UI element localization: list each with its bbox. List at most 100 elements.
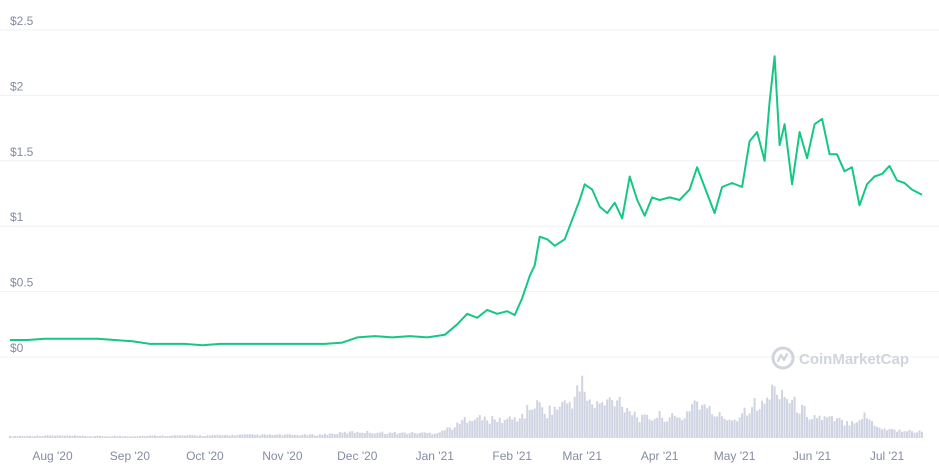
- volume-bar: [651, 420, 654, 438]
- volume-bar: [761, 400, 764, 438]
- volume-bar: [846, 421, 849, 438]
- volume-bar: [873, 425, 876, 438]
- volume-bar: [896, 431, 899, 438]
- volume-bar: [136, 436, 139, 438]
- volume-bar: [541, 407, 544, 438]
- volume-bar: [338, 431, 341, 438]
- volume-bar: [223, 434, 226, 438]
- volume-bar: [626, 408, 629, 438]
- volume-bar: [328, 433, 331, 438]
- volume-bar: [381, 431, 384, 438]
- volume-bar: [758, 409, 761, 438]
- volume-bar: [398, 433, 401, 438]
- volume-bar: [706, 408, 709, 438]
- volume-bar: [871, 421, 874, 438]
- volume-bar: [913, 432, 916, 438]
- volume-bar: [583, 391, 586, 438]
- volume-bar: [893, 429, 896, 438]
- volume-bar: [301, 434, 304, 438]
- volume-bar: [621, 406, 624, 438]
- x-tick-label: Sep '20: [110, 449, 151, 463]
- volume-bar: [58, 435, 61, 438]
- price-series: [10, 55, 923, 347]
- volume-bar: [121, 436, 124, 438]
- volume-bar: [456, 422, 459, 438]
- y-tick-label: $0.5: [10, 276, 34, 290]
- volume-bar: [241, 434, 244, 438]
- volume-bar: [716, 416, 719, 438]
- volume-bar: [326, 434, 329, 438]
- volume-bar: [548, 405, 551, 438]
- volume-bar: [286, 434, 289, 438]
- volume-bar: [528, 409, 531, 438]
- volume-bar: [256, 434, 259, 438]
- volume-bar: [386, 433, 389, 438]
- x-tick-label: Feb '21: [492, 449, 532, 463]
- volume-bar: [643, 414, 646, 438]
- x-tick-label: Nov '20: [262, 449, 303, 463]
- volume-bar: [211, 434, 214, 438]
- volume-bar: [578, 391, 581, 438]
- x-tick-label: May '21: [714, 449, 756, 463]
- volume-bar: [613, 406, 616, 438]
- volume-bar: [668, 417, 671, 438]
- volume-bar: [736, 421, 739, 438]
- volume-bar: [843, 425, 846, 438]
- volume-bar: [78, 435, 81, 438]
- volume-bar: [16, 436, 19, 438]
- volume-bar: [461, 420, 464, 438]
- volume-bar: [756, 410, 759, 438]
- volume-bar: [218, 435, 221, 438]
- volume-bar: [188, 434, 191, 438]
- volume-bar: [486, 420, 489, 438]
- volume-bar: [228, 435, 231, 438]
- volume-bar: [633, 411, 636, 438]
- x-tick-label: Jun '21: [793, 449, 832, 463]
- volume-bar: [821, 420, 824, 438]
- volume-bar: [436, 433, 439, 438]
- volume-bar: [656, 417, 659, 438]
- volume-bar: [221, 435, 224, 438]
- grid-lines: [0, 29, 939, 358]
- volume-bar: [698, 409, 701, 438]
- volume-bar: [406, 434, 409, 438]
- volume-bar: [728, 419, 731, 438]
- volume-bar: [828, 416, 831, 438]
- volume-bar: [618, 396, 621, 438]
- volume-bar: [36, 435, 39, 438]
- volume-bar: [568, 401, 571, 438]
- volume-bar: [323, 433, 326, 438]
- volume-bar: [258, 435, 261, 438]
- volume-bar: [471, 421, 474, 438]
- volume-bar: [291, 434, 294, 438]
- volume-bar: [888, 428, 891, 438]
- volume-bar: [26, 435, 29, 438]
- volume-bar: [373, 433, 376, 438]
- volume-bar: [236, 434, 239, 438]
- x-axis-ticks: Aug '20 Sep '20 Oct '20 Nov '20 Dec '20 Jan '…: [32, 449, 904, 463]
- volume-bar: [216, 434, 219, 438]
- volume-bar: [498, 417, 501, 438]
- volume-bar: [353, 432, 356, 438]
- volume-bar: [506, 418, 509, 438]
- volume-bar: [303, 434, 306, 438]
- volume-bar: [113, 435, 116, 438]
- volume-bar: [446, 427, 449, 438]
- volume-bar: [243, 434, 246, 438]
- volume-bar: [806, 416, 809, 438]
- volume-bar: [206, 435, 209, 438]
- volume-bar: [88, 436, 91, 438]
- volume-bar: [408, 433, 411, 438]
- volume-bar: [263, 434, 266, 438]
- volume-bar: [468, 420, 471, 438]
- volume-bar: [363, 433, 366, 438]
- volume-bar: [433, 433, 436, 438]
- volume-bar: [438, 432, 441, 438]
- volume-bar: [81, 435, 84, 438]
- volume-bar: [76, 435, 79, 438]
- volume-bar: [378, 432, 381, 438]
- volume-bar: [133, 436, 136, 438]
- volume-bar: [83, 435, 86, 438]
- volume-bar: [921, 431, 923, 438]
- volume-bar: [586, 400, 589, 438]
